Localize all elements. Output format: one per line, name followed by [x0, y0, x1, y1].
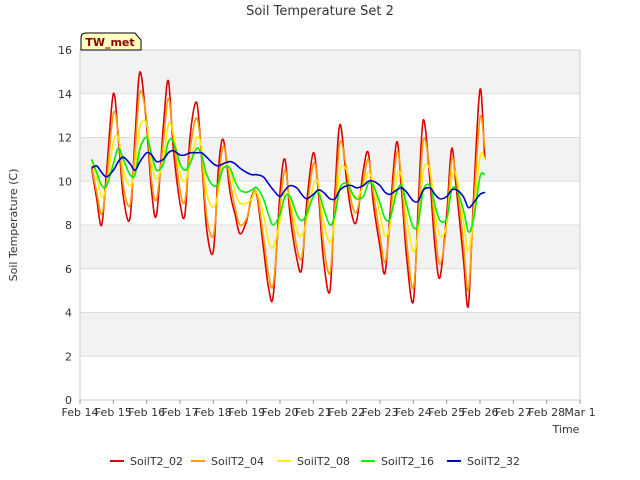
legend-label: SoilT2_16: [381, 455, 434, 468]
legend: SoilT2_02 SoilT2_04 SoilT2_08 SoilT2_16 Soil…: [110, 455, 520, 468]
x-tick-label: Mar 1: [564, 406, 595, 419]
x-axis-label: Time: [552, 423, 580, 436]
series-line-soilt2_08: [90, 119, 486, 253]
y-tick-label: 0: [65, 394, 72, 407]
x-tick-label: Feb 25: [428, 406, 465, 419]
y-tick-label: 10: [58, 175, 72, 188]
x-tick-label: Feb 27: [495, 406, 532, 419]
station-badge: TW_met: [80, 32, 142, 51]
series-line-soilt2_16: [90, 136, 486, 233]
x-tick-label: Feb 15: [95, 406, 132, 419]
x-tick-label: Feb 18: [195, 406, 232, 419]
x-tick-label: Feb 24: [395, 406, 432, 419]
legend-label: SoilT2_08: [297, 455, 350, 468]
x-tick-label: Feb 14: [62, 406, 99, 419]
band: [80, 50, 580, 94]
x-tick-label: Feb 28: [528, 406, 565, 419]
y-tick-label: 16: [58, 44, 72, 57]
plot-series: [90, 71, 486, 309]
legend-item: SoilT2_08: [277, 455, 350, 468]
band: [80, 312, 580, 357]
y-axis-label: Soil Temperature (C): [7, 169, 20, 282]
series-line-soilt2_32: [91, 149, 486, 209]
x-tick-label: Feb 19: [228, 406, 265, 419]
x-tick-label: Feb 17: [162, 406, 199, 419]
legend-item: SoilT2_02: [110, 455, 183, 468]
y-tick-label: 4: [65, 307, 72, 320]
plot-background: [80, 50, 580, 400]
legend-label: SoilT2_32: [467, 455, 520, 468]
x-tick-label: Feb 16: [128, 406, 165, 419]
y-tick-label: 6: [65, 263, 72, 276]
series-line-soilt2_02: [90, 71, 486, 309]
y-tick-label: 12: [58, 132, 72, 145]
badge-shape: [80, 32, 142, 51]
band: [80, 181, 580, 225]
badge-label: TW_met: [85, 36, 134, 49]
band: [80, 93, 580, 138]
x-tick-label: Feb 20: [262, 406, 299, 419]
y-tick-label: 2: [65, 350, 72, 363]
band: [80, 356, 580, 400]
x-tick-label: Feb 23: [362, 406, 399, 419]
legend-item: SoilT2_32: [447, 455, 520, 468]
x-tick-label: Feb 26: [462, 406, 499, 419]
legend-label: SoilT2_02: [130, 455, 183, 468]
x-tick-label: Feb 22: [328, 406, 365, 419]
legend-item: SoilT2_04: [191, 455, 264, 468]
band: [80, 225, 580, 269]
plot-border: [79, 49, 581, 401]
y-tick-label: 14: [58, 88, 72, 101]
legend-label: SoilT2_04: [211, 455, 264, 468]
y-axis: 0 2 4 6 8 10 12 14 16: [58, 44, 72, 407]
chart-title: Soil Temperature Set 2: [246, 4, 394, 19]
legend-item: SoilT2_16: [361, 455, 434, 468]
x-tick-label: Feb 21: [295, 406, 332, 419]
y-tick-label: 8: [65, 219, 72, 232]
